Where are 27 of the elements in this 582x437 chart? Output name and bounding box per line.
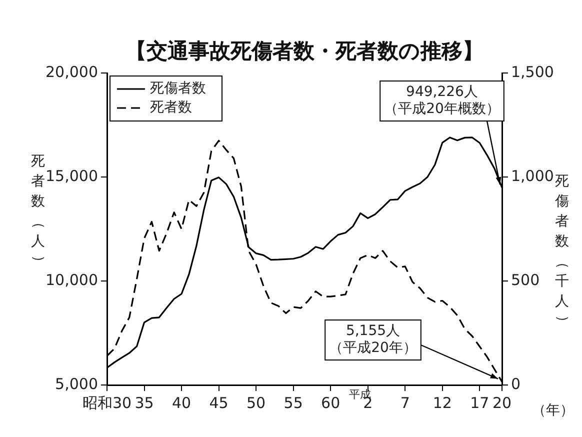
chart-title: 【交通事故死傷者数・死者数の推移】 [126,39,484,63]
y2-tick-label: 1,000 [511,166,554,185]
y2-axis-title: 死傷者数（千人） [554,174,570,329]
x-tick-label: 50 [246,394,266,412]
annotation: 949,226人（平成20年概数） [384,84,500,118]
x-tick-label: 7 [400,394,410,412]
x-tick-label: 35 [134,394,154,412]
x-tick-label: 12 [432,394,452,412]
y-tick-label: 20,000 [46,62,98,81]
y-tick-label: 5,000 [55,374,98,393]
y2-tick-label: 0 [511,374,521,393]
y2-tick-label: 1,500 [511,62,554,81]
x-axis-title: （年） [532,402,574,419]
y-tick-label: 10,000 [46,270,98,289]
x-tick-label: 60 [321,394,340,412]
legend-label: 死傷者数 [150,80,206,97]
x-tick-label: 55 [284,394,303,412]
legend-label: 死者数 [150,100,192,116]
x-tick-label: 40 [172,394,192,412]
y-axis-title: 死者数（人） [30,154,46,269]
annotation: 5,155人（平成20年） [329,323,417,356]
x-tick-label: 20 [492,394,512,412]
x-tick-label: 昭和30 [82,394,132,412]
y2-tick-label: 500 [511,270,540,289]
x-tick-label: 45 [209,394,228,412]
x-tick-label: 17 [470,394,490,412]
y-tick-label: 15,000 [46,166,98,185]
